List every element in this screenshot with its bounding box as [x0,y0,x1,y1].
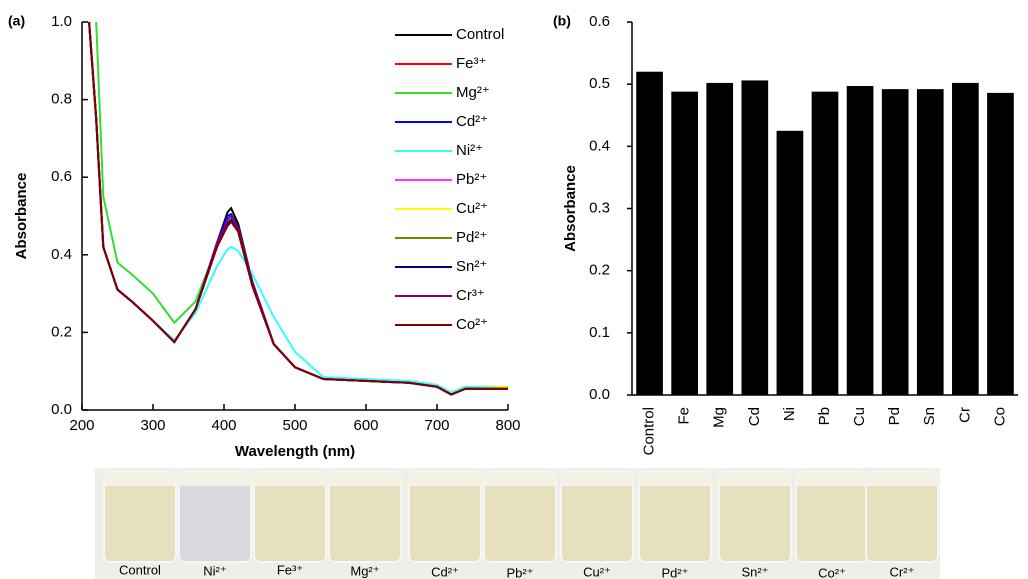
bar [952,82,979,395]
vial-highlight [254,472,326,486]
legend-label: Cr³⁺ [456,287,485,304]
vial-highlight [719,472,791,486]
vial-label: Fe³⁺ [277,562,303,577]
x-tick-label: 300 [140,417,165,434]
legend-label: Mg²⁺ [456,84,490,101]
x-tick-label: 400 [211,417,236,434]
x-tick-label: Fe [676,407,693,425]
x-axis-label: Wavelength (nm) [235,443,355,460]
x-tick-label: 500 [282,417,307,434]
legend-label: Fe³⁺ [456,55,486,72]
y-tick-label: 0.2 [589,262,610,279]
bar [916,89,944,395]
vial-label: Ni²⁺ [203,563,226,578]
legend-label: Sn²⁺ [456,258,487,275]
vial-label: Sn²⁺ [741,564,768,579]
bar [811,91,839,396]
y-tick-label: 0.4 [51,246,72,263]
vial-label: Co²⁺ [818,565,846,579]
vial-highlight [639,472,711,486]
vial-label: Pd²⁺ [661,565,688,579]
vial-label: Control [119,562,161,577]
vial-highlight [409,472,481,486]
x-tick-label: Control [641,407,658,455]
x-tick-label: Cu [851,407,868,426]
bar [776,130,804,395]
y-tick-label: 0.1 [589,324,610,341]
y-axis-label: Absorbance [13,173,30,260]
y-tick-label: 0.0 [51,401,72,418]
panel-label: (b) [553,13,571,29]
x-tick-label: Cd [746,407,763,426]
y-axis-label: Absorbance [562,165,579,252]
vial-label: Cd²⁺ [431,564,459,579]
bar [636,71,663,395]
x-tick-label: Pb [816,407,833,425]
x-tick-label: 200 [69,417,94,434]
x-tick-label: Mg [711,407,728,428]
legend-label: Pb²⁺ [456,171,487,188]
vial-label: Mg²⁺ [350,563,379,578]
vial-highlight [561,472,633,486]
vial-highlight [484,472,556,486]
vial-highlight [796,472,868,486]
legend-label: Ni²⁺ [456,142,483,159]
x-tick-label: Ni [781,407,798,421]
y-tick-label: 1.0 [51,13,72,30]
y-tick-label: 0.2 [51,323,72,340]
y-tick-label: 0.5 [589,75,610,92]
spectrum-line [88,21,508,394]
y-tick-label: 0.6 [51,168,72,185]
spectrum-line [88,21,508,396]
x-tick-label: Sn [921,407,938,425]
y-tick-label: 0.6 [589,13,610,30]
vial-highlight [329,472,401,486]
bar [706,82,734,395]
vial-highlight [104,472,176,486]
bar [881,89,909,395]
vial-label: Pb²⁺ [506,565,533,579]
panel-label: (a) [8,13,25,29]
bar [846,86,874,395]
bar [987,92,1014,396]
x-tick-label: 800 [495,417,520,434]
bar [671,91,698,396]
x-tick-label: Co [991,407,1008,426]
y-tick-label: 0.0 [589,386,610,403]
x-tick-label: 600 [353,417,378,434]
legend-label: Pd²⁺ [456,229,487,246]
x-tick-label: Pd [886,407,903,425]
legend-label: Cu²⁺ [456,200,488,217]
y-tick-label: 0.3 [589,199,610,216]
x-tick-label: Cr [956,407,973,423]
legend-label: Co²⁺ [456,316,488,333]
legend-label: Control [456,26,504,43]
bar [741,80,769,395]
vial-label: Cu²⁺ [583,564,611,579]
vial-highlight [179,472,251,486]
legend-label: Cd²⁺ [456,113,488,130]
y-tick-label: 0.8 [51,91,72,108]
vial-highlight [866,472,938,486]
vial-label: Cr²⁺ [890,564,915,579]
x-tick-label: 700 [424,417,449,434]
y-tick-label: 0.4 [589,137,610,154]
